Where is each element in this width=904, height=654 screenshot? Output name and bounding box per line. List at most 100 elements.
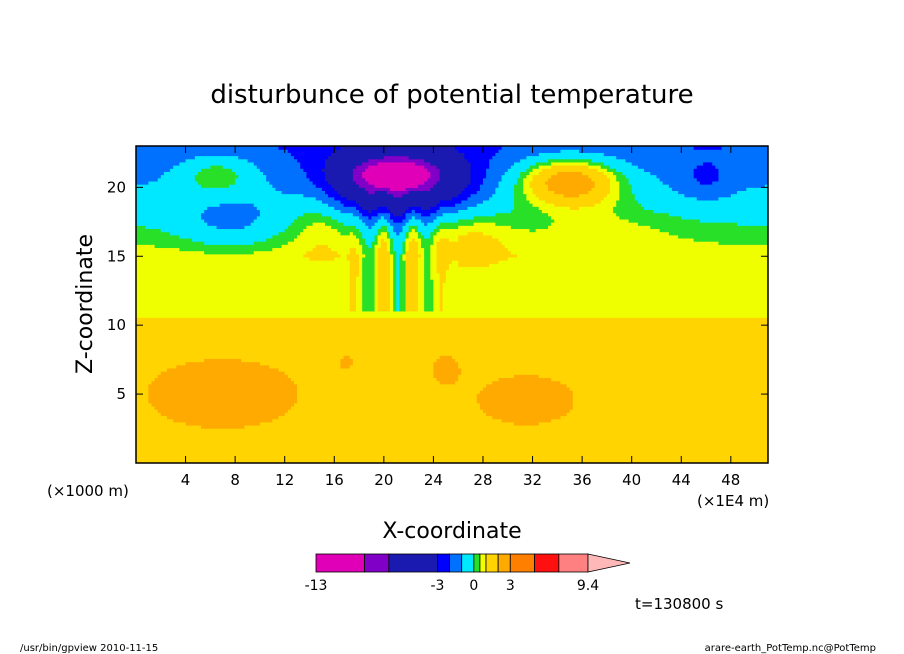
contour-cell: [417, 225, 438, 230]
contour-cell: [616, 155, 768, 160]
contour-cell: [433, 371, 462, 375]
contour-cell: [495, 187, 515, 191]
contour-cell: [396, 260, 400, 264]
contour-cell: [529, 184, 549, 188]
contour-cell: [396, 266, 400, 271]
contour-cell: [467, 158, 490, 163]
contour-cell: [154, 244, 283, 249]
contour-cell: [421, 237, 435, 242]
contour-cell: [365, 253, 376, 258]
contour-cell: [377, 263, 391, 268]
contour-cell: [424, 260, 431, 264]
contour-cell: [136, 415, 168, 420]
contour-cell: [566, 383, 768, 388]
contour-cell: [334, 196, 348, 201]
contour-cell: [136, 443, 768, 448]
contour-cell: [498, 237, 695, 242]
contour-cell: [538, 152, 605, 157]
contour-cell: [166, 415, 280, 420]
contour-cell: [526, 196, 540, 201]
y-tick-label: 20: [107, 178, 126, 196]
contour-cell: [238, 155, 295, 160]
contour-cell: [569, 409, 768, 413]
contour-cell: [324, 158, 369, 163]
contour-cell: [513, 187, 524, 191]
contour-cell: [324, 171, 354, 176]
colorbar-bin: [534, 553, 560, 573]
contour-cell: [380, 244, 388, 249]
contour-cell: [470, 168, 487, 172]
contour-cell: [399, 269, 407, 274]
contour-cell: [374, 275, 379, 280]
contour-cell: [287, 409, 484, 413]
contour-cell: [185, 158, 249, 163]
contour-cell: [405, 187, 431, 191]
contour-cell: [136, 367, 168, 372]
contour-cell: [402, 218, 410, 223]
contour-cell: [408, 244, 419, 249]
contour-cell: [507, 247, 768, 252]
contour-cell: [136, 149, 289, 153]
contour-cell: [201, 212, 261, 217]
contour-cell: [362, 256, 376, 261]
contour-cell: [541, 209, 614, 214]
contour-cell: [417, 250, 425, 255]
contour-cell: [136, 244, 156, 249]
contour-cell: [235, 171, 264, 176]
contour-cell: [414, 161, 431, 166]
contour-cell: [492, 415, 562, 420]
contour-cell: [380, 225, 388, 230]
contour-cell: [548, 184, 596, 188]
contour-cell: [194, 177, 236, 182]
contour-cell: [554, 203, 596, 207]
contour-cell: [619, 215, 682, 220]
contour-cell: [513, 196, 527, 201]
contour-cell: [290, 405, 481, 410]
contour-cell: [278, 367, 435, 372]
contour-cell: [606, 193, 620, 198]
contour-cell: [396, 304, 400, 309]
contour-cell: [442, 298, 768, 302]
contour-cell: [368, 225, 373, 230]
contour-cell: [377, 247, 388, 252]
contour-cell: [417, 234, 425, 239]
y-tick-label: 15: [107, 247, 126, 265]
contour-cell: [399, 272, 407, 277]
contour-cell: [405, 291, 419, 296]
contour-cell: [247, 158, 298, 163]
contour-cell: [355, 288, 363, 293]
contour-cell: [650, 171, 695, 176]
contour-cell: [136, 228, 162, 233]
contour-cell: [619, 196, 636, 201]
contour-cell: [386, 225, 394, 230]
colorbar: [315, 553, 631, 573]
contour-cell: [390, 266, 394, 271]
contour-cell: [166, 367, 280, 372]
contour-cell: [405, 272, 419, 277]
contour-cell: [718, 196, 768, 201]
contour-cell: [136, 437, 768, 442]
contour-cell: [303, 228, 338, 233]
contour-cell: [439, 174, 472, 179]
contour-cell: [377, 298, 391, 302]
contour-cell: [399, 256, 404, 261]
contour-cell: [417, 279, 425, 283]
contour-cell: [362, 301, 376, 306]
contour-cell: [340, 209, 360, 214]
contour-cell: [529, 165, 540, 169]
contour-cell: [303, 212, 323, 217]
contour-cell: [157, 177, 196, 182]
contour-cell: [439, 355, 453, 359]
contour-cell: [393, 256, 397, 261]
contour-cell: [359, 272, 363, 277]
contour-cell: [526, 168, 534, 172]
contour-cell: [501, 174, 521, 179]
footer-right: arare-earth_PotTemp.nc@PotTemp: [705, 643, 876, 654]
contour-cell: [424, 266, 431, 271]
contour-cell: [334, 206, 357, 210]
contour-cell: [324, 165, 357, 169]
contour-cell: [560, 380, 768, 385]
contour-cell: [136, 399, 149, 404]
contour-cell: [433, 301, 441, 306]
contour-cell: [346, 196, 453, 201]
